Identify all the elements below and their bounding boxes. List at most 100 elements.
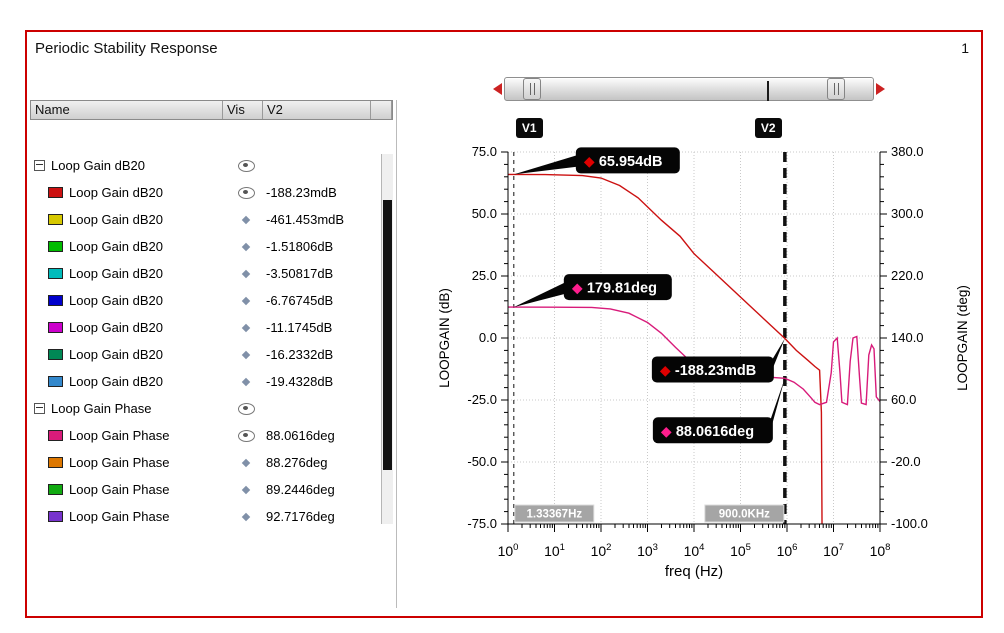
svg-text:-100.0: -100.0	[891, 516, 928, 531]
list-item[interactable]: Loop Gain Phase 92.7176deg	[30, 503, 380, 524]
slider-left-arrow-icon[interactable]	[493, 83, 502, 95]
trace-name-cell: Loop Gain dB20	[30, 239, 226, 254]
svg-text:108: 108	[870, 542, 891, 559]
zoom-scrollbar[interactable]	[493, 76, 885, 102]
column-header-vis[interactable]: Vis	[223, 101, 263, 119]
visibility-dot-icon[interactable]	[241, 323, 251, 332]
visibility-cell[interactable]	[226, 159, 266, 172]
trace-color-swatch[interactable]	[48, 430, 63, 441]
eye-icon[interactable]	[237, 186, 255, 199]
tree-collapse-icon[interactable]	[34, 403, 45, 414]
visibility-cell[interactable]	[226, 323, 266, 332]
column-header-extra[interactable]	[371, 101, 392, 119]
scrollbar-thumb[interactable]	[383, 200, 392, 470]
vertical-scrollbar[interactable]	[381, 154, 393, 524]
visibility-dot-icon[interactable]	[241, 485, 251, 494]
visibility-cell[interactable]	[226, 377, 266, 386]
trace-list-panel: Name Vis V2 Loop Gain dB20 Loop Gain dB2…	[30, 100, 393, 524]
eye-icon[interactable]	[237, 429, 255, 442]
list-item[interactable]: Loop Gain Phase 89.2446deg	[30, 476, 380, 503]
trace-value: -188.23mdB	[266, 185, 337, 200]
slider-right-grip[interactable]	[827, 78, 845, 100]
column-header-v2[interactable]: V2	[263, 101, 371, 119]
list-item[interactable]: Loop Gain dB20 -6.76745dB	[30, 287, 380, 314]
trace-value: 88.0616deg	[266, 428, 335, 443]
trace-color-swatch[interactable]	[48, 322, 63, 333]
curve-loop-gain-phase[interactable]	[508, 306, 880, 406]
page-number: 1	[961, 40, 969, 56]
visibility-dot-icon[interactable]	[241, 512, 251, 521]
svg-text:75.0: 75.0	[472, 144, 497, 159]
trace-color-swatch[interactable]	[48, 295, 63, 306]
trace-color-swatch[interactable]	[48, 268, 63, 279]
marker-label-v1[interactable]: V1	[515, 118, 543, 138]
visibility-dot-icon[interactable]	[241, 458, 251, 467]
callout[interactable]: ◆ 179.81deg	[513, 274, 672, 308]
visibility-dot-icon[interactable]	[241, 296, 251, 305]
trace-color-swatch[interactable]	[48, 241, 63, 252]
visibility-dot-icon[interactable]	[241, 377, 251, 386]
visibility-dot-icon[interactable]	[241, 350, 251, 359]
curve-loop-gain-db20[interactable]	[508, 173, 823, 573]
visibility-cell[interactable]	[226, 242, 266, 251]
stability-plot[interactable]: 75.0 50.0 25.0 0.0 -25.0 -50.0 -75.0 380.0 300.0…	[427, 142, 981, 602]
visibility-cell[interactable]	[226, 350, 266, 359]
list-item[interactable]: Loop Gain Phase 88.276deg	[30, 449, 380, 476]
trace-color-swatch[interactable]	[48, 511, 63, 522]
visibility-dot-icon[interactable]	[241, 242, 251, 251]
callout[interactable]: ◆ 88.0616deg	[652, 378, 785, 444]
callout-text: 88.0616deg	[676, 424, 754, 440]
callouts[interactable]: ◆ 65.954dB ◆ 179.81deg ◆ -188.23mdB◆ 88.0616de…	[513, 147, 785, 444]
visibility-dot-icon[interactable]	[241, 269, 251, 278]
trace-name-cell: Loop Gain dB20	[30, 347, 226, 362]
trace-color-swatch[interactable]	[48, 187, 63, 198]
callout[interactable]: ◆ 65.954dB	[513, 147, 680, 175]
visibility-cell[interactable]	[226, 215, 266, 224]
list-item[interactable]: Loop Gain dB20 -1.51806dB	[30, 233, 380, 260]
trace-value: 89.2446deg	[266, 482, 335, 497]
trace-color-swatch[interactable]	[48, 484, 63, 495]
callout[interactable]: ◆ -188.23mdB	[651, 338, 785, 383]
visibility-cell[interactable]	[226, 402, 266, 415]
column-header-name[interactable]: Name	[31, 101, 223, 119]
left-axis-label: LOOPGAIN (dB)	[437, 288, 452, 388]
svg-text:140.0: 140.0	[891, 330, 924, 345]
eye-icon[interactable]	[237, 402, 255, 415]
svg-text:100: 100	[498, 542, 519, 559]
list-item[interactable]: Loop Gain dB20 -461.453mdB	[30, 206, 380, 233]
slider-track[interactable]	[504, 77, 874, 101]
tree-collapse-icon[interactable]	[34, 160, 45, 171]
svg-text:102: 102	[591, 542, 612, 559]
eye-icon[interactable]	[237, 159, 255, 172]
visibility-cell[interactable]	[226, 296, 266, 305]
visibility-cell[interactable]	[226, 458, 266, 467]
visibility-dot-icon[interactable]	[241, 215, 251, 224]
callout-text: -188.23mdB	[675, 363, 756, 379]
slider-left-grip[interactable]	[523, 78, 541, 100]
list-item[interactable]: Loop Gain dB20 -19.4328dB	[30, 368, 380, 395]
trace-value: -16.2332dB	[266, 347, 334, 362]
trace-value: 92.7176deg	[266, 509, 335, 524]
svg-text:106: 106	[777, 542, 798, 559]
visibility-cell[interactable]	[226, 429, 266, 442]
list-item[interactable]: Loop Gain dB20 -188.23mdB	[30, 179, 380, 206]
x-axis-label: freq (Hz)	[665, 563, 723, 580]
list-item[interactable]: Loop Gain dB20 -16.2332dB	[30, 341, 380, 368]
trace-color-swatch[interactable]	[48, 457, 63, 468]
visibility-cell[interactable]	[226, 485, 266, 494]
svg-text:-20.0: -20.0	[891, 454, 921, 469]
trace-color-swatch[interactable]	[48, 349, 63, 360]
visibility-cell[interactable]	[226, 186, 266, 199]
list-item[interactable]: Loop Gain dB20 -11.1745dB	[30, 314, 380, 341]
tree-group-row[interactable]: Loop Gain Phase	[30, 395, 380, 422]
marker-label-v2[interactable]: V2	[754, 118, 782, 138]
slider-right-arrow-icon[interactable]	[876, 83, 885, 95]
visibility-cell[interactable]	[226, 512, 266, 521]
list-item[interactable]: Loop Gain Phase 88.0616deg	[30, 422, 380, 449]
tree-group-row[interactable]: Loop Gain dB20	[30, 152, 380, 179]
trace-color-swatch[interactable]	[48, 214, 63, 225]
list-item[interactable]: Loop Gain dB20 -3.50817dB	[30, 260, 380, 287]
trace-color-swatch[interactable]	[48, 376, 63, 387]
visibility-cell[interactable]	[226, 269, 266, 278]
curves[interactable]	[508, 173, 880, 573]
